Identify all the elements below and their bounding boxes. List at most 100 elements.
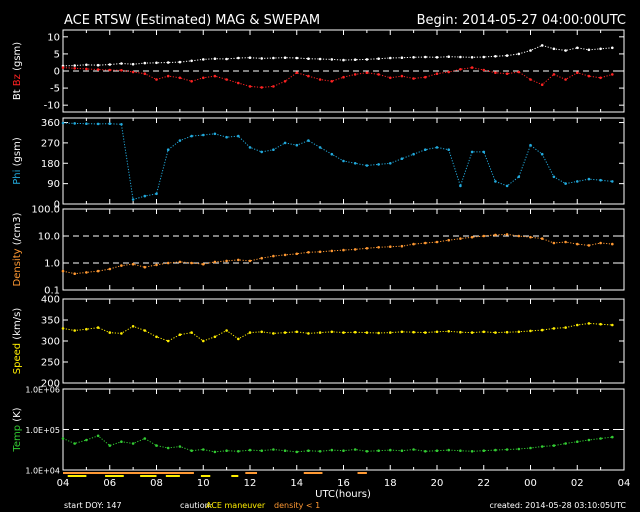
data-point <box>225 329 228 332</box>
data-point <box>272 85 275 88</box>
panel-density-ytick-label: 100.0 <box>31 205 60 216</box>
data-point <box>435 330 439 334</box>
data-point <box>307 251 310 254</box>
data-point <box>61 269 65 273</box>
panel-mag-ylabel: Bt Bz (gsm) <box>12 42 23 100</box>
data-point <box>377 73 380 76</box>
caution-density: density < 1 <box>274 501 320 510</box>
panel-mag: 10 5 0 -5 -10 Bt Bz (gsm) <box>12 29 625 113</box>
begin-time: Begin: 2014-05-27 04:00:00UTC <box>417 13 626 28</box>
data-point <box>213 335 217 339</box>
data-point <box>248 259 252 263</box>
data-point <box>202 76 205 80</box>
data-point <box>494 233 497 237</box>
data-point <box>470 331 474 334</box>
data-point <box>365 331 369 334</box>
data-point <box>143 329 147 332</box>
data-point <box>494 71 497 74</box>
panel-density-ytick-label: 1.0 <box>44 259 60 270</box>
panel-temp-ylabel-part: Temp <box>12 425 23 453</box>
data-point <box>412 448 415 451</box>
data-point <box>424 148 427 151</box>
data-point <box>307 332 310 335</box>
data-point <box>166 61 170 64</box>
data-point <box>307 57 310 60</box>
data-point <box>120 332 123 335</box>
panel-temp-ytick-label: 1.0E+04 <box>25 467 60 476</box>
data-point <box>611 73 614 76</box>
data-point <box>424 55 427 59</box>
data-point <box>389 56 392 60</box>
panel-mag-ylabel-part: (gsm) <box>12 42 23 74</box>
series-temp-trace <box>62 435 613 453</box>
data-point <box>611 46 614 50</box>
data-point <box>447 448 451 452</box>
data-point <box>143 265 147 269</box>
data-point <box>587 74 591 78</box>
data-point <box>435 72 439 75</box>
data-point <box>353 58 357 61</box>
data-point <box>96 122 100 126</box>
series-bz-trace <box>62 67 613 88</box>
data-point <box>576 46 579 50</box>
data-point <box>459 237 462 240</box>
data-point <box>283 141 287 145</box>
data-point <box>143 72 147 75</box>
x-tick-label: 18 <box>384 478 397 489</box>
data-point <box>108 267 112 271</box>
panel-speed-ylabel: Speed (km/s) <box>12 308 23 375</box>
data-point <box>400 449 404 453</box>
data-point <box>459 330 462 334</box>
data-point <box>342 248 345 252</box>
data-point <box>213 57 217 60</box>
data-point <box>237 258 240 262</box>
data-point <box>447 330 451 333</box>
data-point <box>540 44 544 47</box>
series-phi <box>61 121 614 201</box>
x-tick-label: 06 <box>103 478 116 489</box>
data-point <box>248 56 252 59</box>
panels-group: 10 5 0 -5 -10 Bt Bz (gsm) 360 270 180 90 0 Phi (gsm… <box>12 29 625 476</box>
panel-mag-ytick-label: 5 <box>54 49 60 60</box>
data-point <box>494 180 497 183</box>
data-point <box>202 448 205 451</box>
data-point <box>529 235 532 239</box>
data-point <box>505 233 509 236</box>
panel-temp-ytick-label: 1.0E+06 <box>25 386 60 395</box>
data-point <box>237 81 240 85</box>
data-point <box>272 56 275 60</box>
maneuver-bar <box>105 475 124 477</box>
data-point <box>517 447 521 451</box>
data-point <box>400 330 404 334</box>
x-tick-label: 14 <box>290 478 303 489</box>
data-point <box>435 56 439 59</box>
data-point <box>237 134 240 138</box>
data-point <box>178 139 182 142</box>
data-point <box>225 449 228 453</box>
maneuver-bar <box>200 475 211 477</box>
data-point <box>295 330 299 334</box>
data-point <box>599 47 602 51</box>
data-point <box>377 163 380 166</box>
data-point <box>435 146 439 149</box>
data-point <box>587 48 591 52</box>
density-low-bar <box>357 472 367 474</box>
data-point <box>120 62 123 65</box>
data-point <box>412 152 415 156</box>
data-point <box>248 448 252 452</box>
data-point <box>389 76 392 80</box>
data-point <box>587 177 591 181</box>
data-point <box>517 175 521 179</box>
data-point <box>155 263 158 267</box>
data-point <box>517 70 521 74</box>
data-point <box>529 78 532 81</box>
data-point <box>447 55 451 58</box>
data-point <box>318 450 322 453</box>
data-point <box>505 72 509 75</box>
data-point <box>131 198 135 201</box>
data-point <box>96 326 100 329</box>
caution-maneuver: ACE maneuver <box>206 501 266 510</box>
data-point <box>353 162 357 165</box>
data-point <box>190 80 193 83</box>
data-point <box>576 180 579 183</box>
